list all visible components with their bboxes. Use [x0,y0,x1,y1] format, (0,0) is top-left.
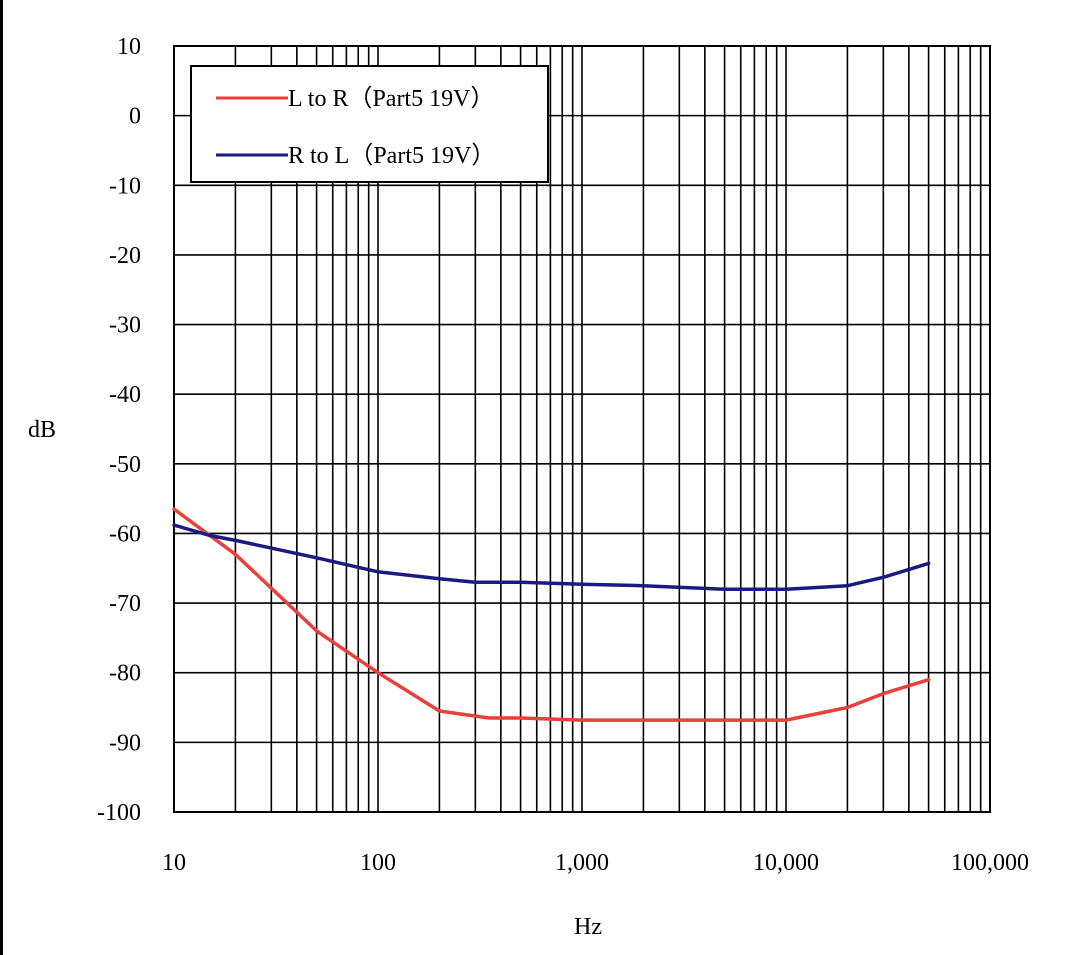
y-tick-label: -70 [109,591,141,617]
y-tick-label: 0 [129,104,141,130]
x-tick-label: 10 [162,850,186,876]
x-axis-label: Hz [574,914,602,940]
y-tick-label: -30 [109,313,141,339]
y-tick-label: -20 [109,243,141,269]
legend-label-l-to-r: L to R（Part5 19V） [288,86,494,112]
y-tick-label: -60 [109,521,141,547]
legend-label-r-to-l: R to L（Part5 19V） [288,143,495,169]
image-left-border [0,0,3,955]
y-tick-label: -10 [109,173,141,199]
x-tick-label: 10,000 [753,850,819,876]
y-tick-label: -80 [109,661,141,687]
x-tick-label: 100 [360,850,396,876]
legend: L to R（Part5 19V） R to L（Part5 19V） [190,65,549,183]
series-line-l-to-r [172,507,931,722]
plot-area-border [173,45,991,813]
y-tick-label: 10 [117,34,141,60]
y-tick-labels: 10 0 -10 -20 -30 -40 -50 -60 -70 -80 -90 -100 [97,34,141,826]
series-layer [172,507,931,722]
y-axis-label: dB [28,417,56,443]
y-tick-label: -40 [109,382,141,408]
legend-box [190,65,549,183]
y-tick-label: -50 [109,452,141,478]
series-line-r-to-l [172,523,931,591]
y-tick-label: -90 [109,730,141,756]
x-tick-labels: 10 100 1,000 10,000 100,000 [162,850,1029,876]
x-tick-label: 100,000 [951,850,1029,876]
x-tick-label: 1,000 [555,850,609,876]
y-tick-label: -100 [97,800,141,826]
